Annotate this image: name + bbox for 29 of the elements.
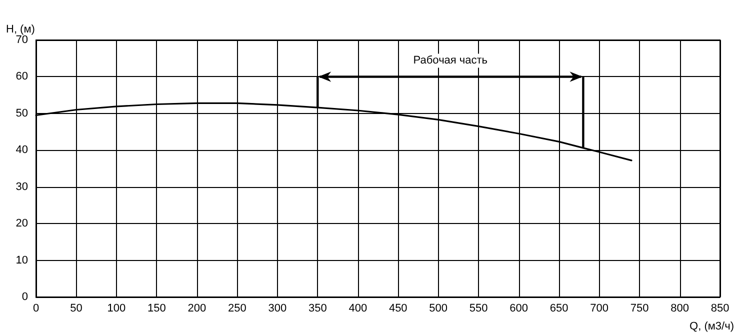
x-tick-label: 500 [429,302,448,314]
x-tick-label: 550 [469,302,488,314]
x-tick-label: 0 [32,302,40,314]
y-tick-label: 10 [16,254,28,266]
x-tick-label: 850 [710,302,730,314]
y-tick-label: 0 [22,291,28,303]
y-axis-title: H, (м) [6,24,35,36]
x-axis-title: Q, (м3/ч) [690,320,734,332]
x-tick-label: 100 [107,302,126,314]
x-tick-label: 700 [590,302,608,314]
x-tick-label: 450 [388,302,408,314]
y-tick-label: 40 [16,144,28,156]
x-tick-label: 50 [70,302,82,314]
annotation: Рабочая часть [413,54,488,67]
y-tick-label: 50 [16,107,28,120]
y-tick-label: 30 [16,180,28,193]
x-tick-label: 750 [630,302,649,314]
y-tick-label: 60 [16,70,28,83]
y-tick-label: 70 [16,34,28,46]
x-tick-label: 800 [670,302,689,314]
x-tick-label: 650 [550,302,568,314]
x-tick-label: 400 [348,302,368,314]
x-tick-label: 600 [510,302,528,314]
x-tick-label: 300 [268,302,287,314]
x-tick-label: 350 [308,302,327,314]
x-tick-label: 200 [188,302,206,314]
x-tick-label: 150 [148,302,166,314]
x-tick-label: 250 [228,302,246,314]
y-tick-label: 20 [16,218,28,230]
